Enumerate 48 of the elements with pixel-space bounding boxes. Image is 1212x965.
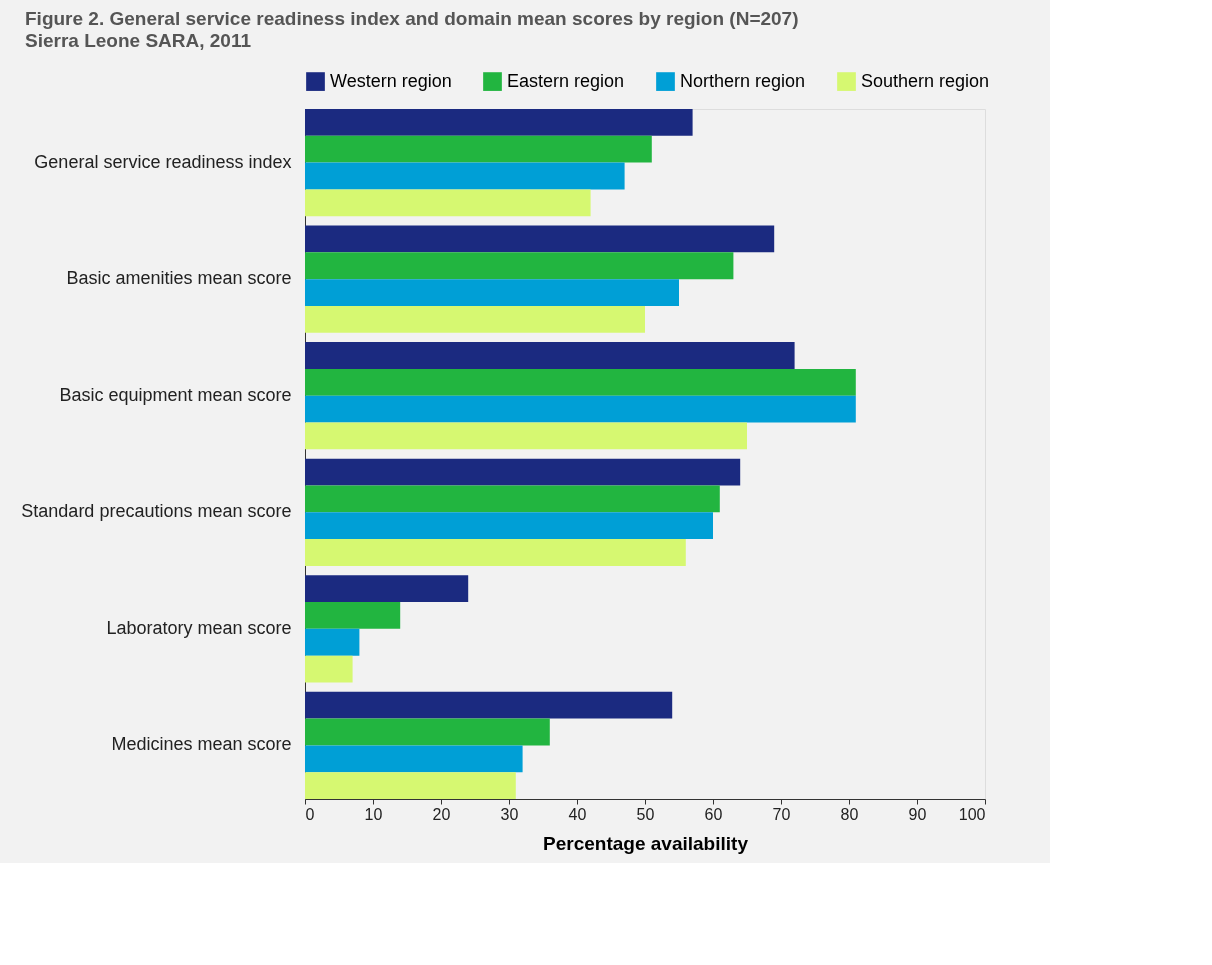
bar: [305, 135, 652, 163]
legend-label: Eastern region: [507, 70, 625, 91]
x-tick-label: 20: [432, 805, 451, 823]
legend-label: Southern region: [861, 70, 990, 91]
y-tick-label: Medicines mean score: [111, 734, 292, 755]
x-tick-label: 60: [704, 805, 723, 823]
x-tick-label: 10: [364, 805, 383, 823]
y-tick-label: Standard precautions mean score: [21, 501, 292, 522]
chart-title: Figure 2. General service readiness index and domain mean scores by region (N=207): [25, 8, 799, 29]
x-tick-label: 30: [500, 805, 519, 823]
bar: [305, 745, 523, 773]
x-tick-label: 70: [772, 805, 791, 823]
x-tick-label: 0: [305, 805, 315, 823]
bar: [305, 395, 856, 423]
bar: [305, 458, 741, 486]
bar: [305, 575, 469, 603]
x-tick-label: 50: [636, 805, 655, 823]
bar: [305, 655, 353, 683]
x-tick-label: 80: [840, 805, 859, 823]
text: Sierra Leone SARA, 2011: [25, 30, 252, 51]
bar: [305, 162, 625, 190]
bar: [305, 422, 747, 450]
bar: [305, 189, 591, 217]
bar: [305, 485, 720, 513]
bar: [305, 252, 734, 280]
bar: [305, 368, 856, 396]
legend-label: Northern region: [680, 70, 806, 91]
y-tick-label: Laboratory mean score: [106, 617, 292, 638]
bar: [305, 225, 775, 253]
bar: [305, 279, 679, 306]
bar: [305, 691, 673, 719]
bar: [305, 718, 550, 746]
legend-label: Western region: [330, 70, 452, 91]
x-tick-label: 100: [958, 805, 986, 823]
x-tick-label: 40: [568, 805, 587, 823]
bar: [305, 342, 795, 369]
x-axis-title: Percentage availability: [543, 832, 749, 854]
bar: [305, 628, 360, 656]
x-tick-label: 90: [908, 805, 927, 823]
y-tick-label: General service readiness index: [34, 151, 292, 172]
bar: [305, 109, 693, 136]
bar: [305, 539, 686, 566]
bar: [305, 602, 401, 629]
bar: [305, 305, 645, 333]
y-tick-label: Basic amenities mean score: [66, 268, 292, 289]
bar: [305, 772, 516, 799]
y-tick-label: Basic equipment mean score: [59, 384, 292, 405]
bar: [305, 512, 713, 540]
